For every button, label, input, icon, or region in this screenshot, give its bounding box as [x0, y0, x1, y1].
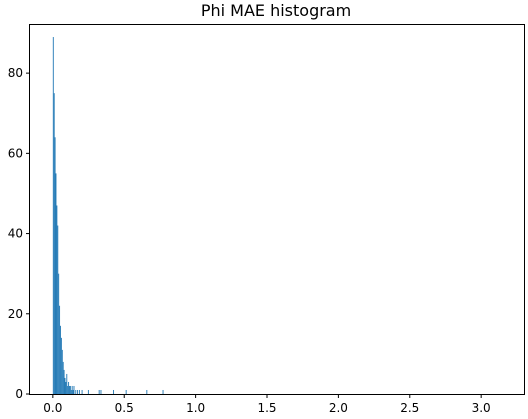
- histogram-bar: [146, 389, 148, 394]
- y-tick-label: 20: [8, 307, 23, 321]
- x-tick-label: 3.0: [472, 401, 491, 415]
- chart-title: Phi MAE histogram: [201, 1, 351, 20]
- histogram-bar: [71, 385, 73, 394]
- histogram-bar: [65, 381, 67, 394]
- histogram-bar: [56, 205, 58, 394]
- x-tick-label: 2.0: [329, 401, 348, 415]
- histogram-bar: [72, 389, 74, 394]
- y-axis-ticks: 0 20 40 60 80: [8, 66, 30, 401]
- histogram-bar: [66, 373, 68, 394]
- histogram-bar: [60, 325, 61, 394]
- histogram-bar: [113, 389, 115, 394]
- histogram-bar: [98, 389, 100, 394]
- histogram-bar: [59, 305, 61, 394]
- histogram-bar: [100, 389, 102, 394]
- histogram-bar: [63, 369, 65, 394]
- histogram-bar: [81, 389, 83, 394]
- y-tick-label: 80: [8, 66, 23, 80]
- histogram-bar: [73, 385, 75, 394]
- histogram-bar: [52, 37, 54, 394]
- histogram-bar: [87, 389, 89, 394]
- histogram-bar: [60, 337, 62, 394]
- y-tick-label: 60: [8, 146, 23, 160]
- x-tick-label: 1.5: [257, 401, 276, 415]
- histogram-bar: [62, 361, 64, 394]
- histogram-bar: [67, 385, 69, 394]
- histogram-bar: [69, 385, 71, 394]
- x-tick-label: 1.0: [186, 401, 205, 415]
- x-axis-ticks: 0.0 0.5 1.0 1.5 2.0 2.5 3.0: [43, 394, 491, 415]
- x-tick-label: 0.0: [43, 401, 62, 415]
- histogram-bar: [125, 389, 127, 394]
- histogram-bar: [75, 389, 77, 394]
- y-tick-label: 0: [15, 387, 23, 401]
- histogram-bar: [162, 389, 164, 394]
- x-tick-label: 0.5: [115, 401, 134, 415]
- histogram-bar: [55, 173, 57, 394]
- histogram-bar: [57, 225, 59, 394]
- histogram-bar: [54, 137, 56, 395]
- histogram-bar: [61, 349, 63, 394]
- y-tick-label: 40: [8, 227, 23, 241]
- histogram-bar: [77, 389, 79, 394]
- histogram-bar: [78, 389, 80, 394]
- axes-frame: [29, 24, 525, 395]
- histogram-bar: [64, 377, 66, 394]
- histogram-bar: [53, 93, 55, 395]
- histogram-bar: [70, 389, 72, 394]
- histogram-bar: [58, 273, 60, 394]
- histogram-bar: [69, 385, 70, 394]
- histogram-bar: [68, 381, 70, 394]
- x-tick-label: 2.5: [400, 401, 419, 415]
- bars-group: [52, 37, 164, 395]
